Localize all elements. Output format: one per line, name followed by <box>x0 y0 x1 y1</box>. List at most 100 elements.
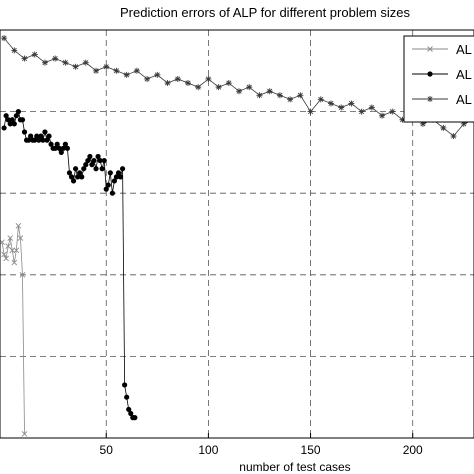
legend-marker-1 <box>427 71 433 77</box>
series-0-point-7 <box>13 247 20 254</box>
legend-box <box>403 35 474 123</box>
series-2-point-43 <box>440 124 447 131</box>
series-2-point-24 <box>246 84 253 91</box>
series-1-point-44 <box>91 157 97 164</box>
series-2-point-35 <box>358 108 365 115</box>
series-2-point-44 <box>450 133 457 140</box>
series-1-point-58 <box>119 166 126 172</box>
series-2-point-28 <box>287 96 294 103</box>
series-1-point-33 <box>68 174 75 180</box>
series-1-point-42 <box>87 153 93 160</box>
legend-label-2: AL <box>456 92 472 107</box>
series-1-point-26 <box>54 141 60 147</box>
plot-frame <box>0 29 474 439</box>
series-1-point-4 <box>9 117 15 123</box>
series-2-point-23 <box>236 88 243 95</box>
series-2-point-21 <box>215 84 222 91</box>
series-1-point-22 <box>46 133 52 139</box>
series-1-point-62 <box>128 410 134 417</box>
series-1-point-27 <box>56 145 62 151</box>
series-2-point-9 <box>93 67 100 74</box>
series-1-point-51 <box>105 182 111 188</box>
series-0-point-6 <box>11 259 18 266</box>
series-0-point-9 <box>17 235 24 241</box>
series-1-point-34 <box>70 178 77 184</box>
series-1-point-29 <box>60 145 66 151</box>
series-2-point-16 <box>164 80 171 87</box>
series-1-point-3 <box>7 121 13 127</box>
series-layer <box>0 35 474 437</box>
chart-title: Prediction errors of ALP for different p… <box>120 5 410 20</box>
series-0-point-10 <box>19 271 26 278</box>
series-2-point-34 <box>348 100 355 107</box>
series-0-point-1 <box>1 251 7 258</box>
series-1-point-45 <box>93 166 99 172</box>
series-1-point-20 <box>42 129 48 135</box>
series-2-point-10 <box>103 63 110 70</box>
series-1-point-1 <box>3 113 9 119</box>
series-1-point-7 <box>15 109 21 115</box>
series-1-point-9 <box>19 117 26 123</box>
series-2-point-6 <box>62 59 69 66</box>
series-1-point-61 <box>126 406 132 413</box>
series-1-point-0 <box>1 125 7 131</box>
x-axis-ticks: 50 100 150 200 <box>100 433 423 457</box>
series-1-point-60 <box>124 394 130 400</box>
series-1-point-31 <box>64 145 71 151</box>
series-2-point-17 <box>174 75 181 82</box>
series-1-point-47 <box>97 157 103 164</box>
series-0-point-2 <box>3 255 9 262</box>
series-1-point-25 <box>52 145 58 151</box>
series-2-point-22 <box>225 80 232 87</box>
series-1-point-64 <box>132 415 138 421</box>
series-1-point-28 <box>58 149 64 155</box>
series-1-point-46 <box>95 153 101 160</box>
series-1-point-30 <box>62 141 68 147</box>
series-2-point-45 <box>460 120 467 127</box>
series-2-point-26 <box>266 88 273 95</box>
series-2-point-31 <box>317 96 324 103</box>
series-1-point-23 <box>48 141 54 147</box>
series-2-point-2 <box>21 55 28 62</box>
x-tick-label-0: 50 <box>100 443 114 457</box>
series-2-point-3 <box>31 51 38 58</box>
series-1-point-43 <box>89 162 95 168</box>
series-1-point-50 <box>103 186 109 192</box>
series-2-point-18 <box>184 80 191 87</box>
series-1-point-37 <box>77 170 83 176</box>
x-axis-label: number of test cases <box>239 460 350 474</box>
series-1-point-56 <box>115 170 122 176</box>
series-1-point-57 <box>117 174 124 180</box>
series-2-point-41 <box>419 120 426 127</box>
x-tick-label-1: 100 <box>198 443 218 457</box>
series-1-point-40 <box>83 162 89 168</box>
series-2-point-13 <box>133 67 140 74</box>
series-1-point-10 <box>21 129 28 135</box>
series-2-point-39 <box>399 116 406 123</box>
series-2-point-12 <box>123 71 130 78</box>
series-2-point-36 <box>368 104 375 111</box>
series-2-point-4 <box>41 59 48 66</box>
legend-label-1: AL <box>456 67 472 82</box>
series-2-point-27 <box>276 92 283 99</box>
series-1-point-6 <box>13 113 19 119</box>
series-1-point-48 <box>99 166 105 172</box>
series-1-point-21 <box>44 137 50 143</box>
series-2-point-0 <box>1 35 8 42</box>
series-1-point-17 <box>36 137 42 143</box>
legend-label-0: AL <box>456 42 472 57</box>
series-2-point-8 <box>82 59 89 66</box>
series-1-point-32 <box>66 170 73 176</box>
series-0-point-11 <box>21 431 28 437</box>
legend: AL AL AL <box>403 35 474 123</box>
series-0-point-5 <box>9 247 16 254</box>
series-1-point-15 <box>32 137 38 143</box>
legend-marker-2 <box>427 96 433 102</box>
x-tick-label-2: 150 <box>301 443 321 457</box>
series-2-point-15 <box>154 71 161 78</box>
series-1-point-52 <box>107 170 113 176</box>
series-2-point-11 <box>113 67 120 74</box>
series-1-point-35 <box>72 166 79 172</box>
series-1-point-38 <box>79 174 85 180</box>
